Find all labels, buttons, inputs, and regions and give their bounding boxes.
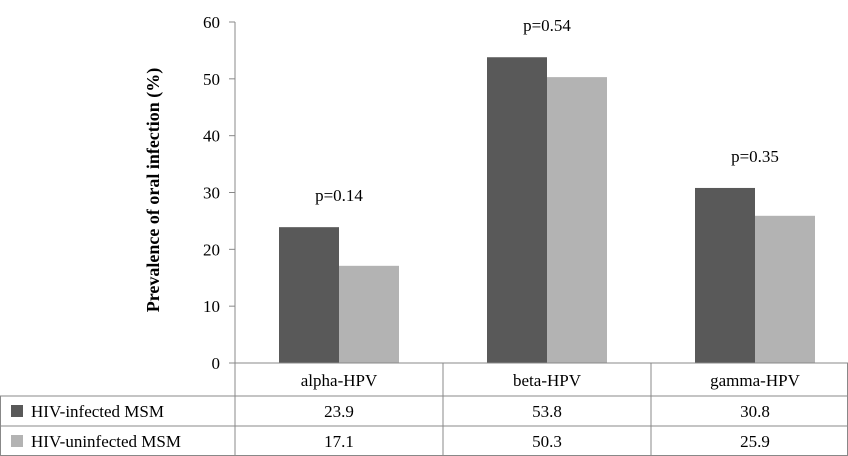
data-label: 17.1 — [324, 432, 354, 451]
y-tick-label: 50 — [203, 70, 220, 89]
y-tick-label: 40 — [203, 127, 220, 146]
bar — [339, 265, 399, 363]
p-value-label: p=0.14 — [315, 186, 363, 205]
data-label: 53.8 — [532, 402, 562, 421]
x-category-label: alpha-HPV — [301, 371, 378, 390]
data-label: 25.9 — [740, 432, 770, 451]
data-label: 30.8 — [740, 402, 770, 421]
bar — [755, 215, 815, 363]
bar — [695, 187, 755, 363]
y-tick-label: 10 — [203, 297, 220, 316]
data-label: 23.9 — [324, 402, 354, 421]
legend-label: HIV-uninfected MSM — [31, 432, 181, 451]
p-value-annotations: p=0.14 p=0.54 p=0.35 — [315, 16, 779, 205]
y-axis: 0 10 20 30 40 50 60 — [203, 13, 236, 373]
bars — [279, 57, 815, 364]
bar — [547, 77, 607, 364]
y-tick-label: 20 — [203, 240, 220, 259]
bar — [279, 227, 339, 363]
y-tick-label: 0 — [212, 354, 221, 373]
x-category-label: gamma-HPV — [710, 371, 800, 390]
y-tick-label: 60 — [203, 13, 220, 32]
y-axis-label: Prevalence of oral infection (%) — [143, 68, 164, 313]
y-tick-label: 30 — [203, 184, 220, 203]
data-table: alpha-HPV beta-HPV gamma-HPV HIV-infected M… — [0, 362, 848, 456]
x-category-label: beta-HPV — [513, 371, 582, 390]
data-label: 50.3 — [532, 432, 562, 451]
legend-label: HIV-infected MSM — [31, 402, 164, 421]
p-value-label: p=0.35 — [731, 147, 779, 166]
legend-swatch — [11, 435, 23, 447]
legend-swatch — [11, 405, 23, 417]
bar — [487, 57, 547, 364]
p-value-label: p=0.54 — [523, 16, 571, 35]
